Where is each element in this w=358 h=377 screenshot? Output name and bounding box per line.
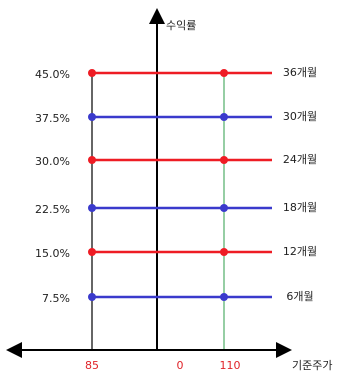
period-label: 30개월 — [283, 110, 317, 123]
rate-label: 30.0% — [35, 155, 70, 168]
dot — [220, 293, 228, 301]
dot — [88, 69, 96, 77]
x-label: 0 — [177, 359, 184, 372]
dot — [88, 156, 96, 164]
x-axis-title: 기준주가 — [292, 359, 332, 372]
dot — [88, 113, 96, 121]
dot — [220, 156, 228, 164]
rate-label: 7.5% — [42, 292, 70, 305]
rate-label: 15.0% — [35, 247, 70, 260]
rate-label: 45.0% — [35, 68, 70, 81]
period-label: 12개월 — [283, 245, 317, 258]
dot — [220, 248, 228, 256]
x-label: 110 — [220, 359, 241, 372]
period-label: 36개월 — [283, 66, 317, 79]
rate-label: 37.5% — [35, 112, 70, 125]
dot — [220, 113, 228, 121]
dot — [88, 204, 96, 212]
dot — [220, 69, 228, 77]
rate-label: 22.5% — [35, 203, 70, 216]
x-label: 85 — [85, 359, 99, 372]
period-label: 24개월 — [283, 153, 317, 166]
dot — [220, 204, 228, 212]
y-axis-title: 수익률 — [166, 19, 196, 32]
dot — [88, 248, 96, 256]
dot — [88, 293, 96, 301]
period-label: 6개월 — [286, 290, 313, 303]
period-label: 18개월 — [283, 201, 317, 214]
